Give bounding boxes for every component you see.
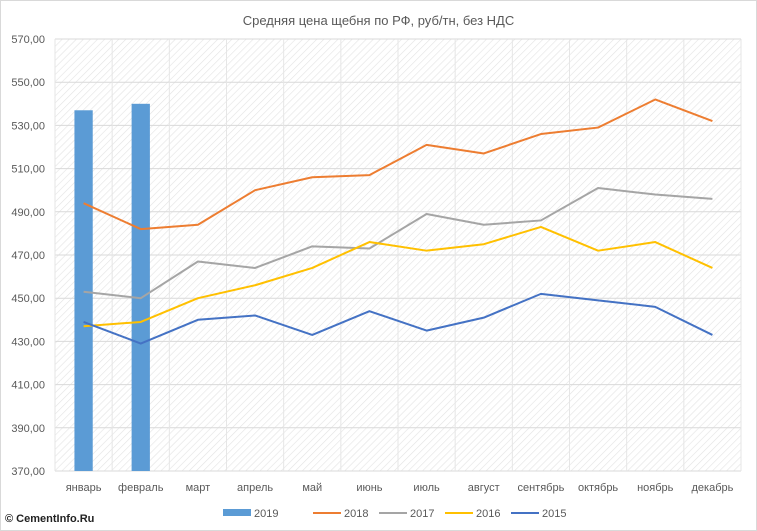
line-2018 xyxy=(83,98,713,231)
line-2016 xyxy=(83,225,713,328)
y-tick-label: 570,00 xyxy=(11,34,45,46)
legend: 2019 2018 2017 2016 2015 xyxy=(223,508,566,520)
legend-swatch-2019 xyxy=(223,509,251,516)
x-tick-label: декабрь xyxy=(691,482,733,494)
y-tick-label: 450,00 xyxy=(11,293,45,305)
site-name: CementInfo.Ru xyxy=(16,513,95,525)
x-tick-label: июнь xyxy=(356,482,382,494)
gridlines xyxy=(54,38,742,472)
line-2017 xyxy=(83,187,713,300)
y-tick-label: 430,00 xyxy=(11,336,45,348)
x-tick-label: сентябрь xyxy=(517,482,564,494)
y-tick-label: 470,00 xyxy=(11,250,45,262)
x-tick-label: февраль xyxy=(118,482,164,494)
x-tick-label: март xyxy=(186,482,211,494)
legend-label-2016: 2016 xyxy=(476,508,500,520)
bar-2019 xyxy=(74,110,93,471)
y-tick-label: 550,00 xyxy=(11,77,45,89)
line-series xyxy=(83,98,713,345)
legend-label-2017: 2017 xyxy=(410,508,434,520)
x-tick-label: ноябрь xyxy=(637,482,674,494)
x-tick-label: август xyxy=(468,482,500,494)
y-tick-label: 410,00 xyxy=(11,380,45,392)
x-axis: январь февраль март апрель май июнь июль август… xyxy=(66,482,734,494)
x-tick-label: апрель xyxy=(237,482,273,494)
legend-label-2018: 2018 xyxy=(344,508,368,520)
y-tick-label: 510,00 xyxy=(11,164,45,176)
y-tick-label: 490,00 xyxy=(11,207,45,219)
bar-2019 xyxy=(131,103,150,472)
copyright-symbol: © xyxy=(5,513,14,525)
x-tick-label: октябрь xyxy=(578,482,618,494)
y-tick-label: 530,00 xyxy=(11,120,45,132)
site-watermark: © CementInfo.Ru xyxy=(5,513,94,525)
line-2015 xyxy=(83,292,713,345)
legend-label-2019: 2019 xyxy=(254,508,278,520)
bar-series-2019 xyxy=(74,103,150,472)
x-tick-label: июль xyxy=(413,482,440,494)
y-tick-label: 370,00 xyxy=(11,466,45,478)
chart-title: Средняя цена щебня по РФ, руб/тн, без НД… xyxy=(242,13,515,28)
x-tick-label: май xyxy=(302,482,322,494)
y-axis: 370,00 390,00 410,00 430,00 450,00 470,00 490,… xyxy=(11,34,45,478)
y-tick-label: 390,00 xyxy=(11,423,45,435)
legend-label-2015: 2015 xyxy=(542,508,566,520)
x-tick-label: январь xyxy=(66,482,102,494)
